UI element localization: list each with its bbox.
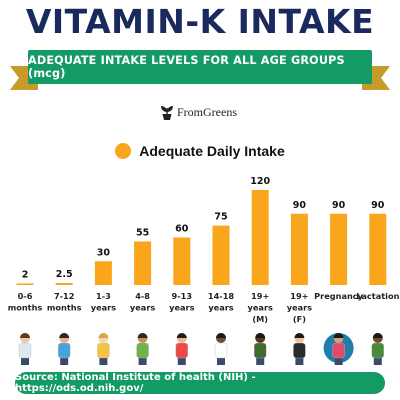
category-label: months: [47, 303, 82, 313]
data-label: 90: [371, 200, 385, 211]
bar: [330, 213, 348, 285]
category-label: Pregnancy: [314, 291, 363, 301]
brand-logo: FromGreens: [160, 104, 237, 120]
category-label: years: [169, 303, 194, 313]
data-label: 120: [250, 176, 270, 187]
age-group-icons: [18, 333, 384, 365]
source-text: Source: National Institute of health (NI…: [15, 372, 256, 394]
bar: [134, 241, 152, 285]
plant-pot-icon: [161, 106, 173, 120]
category-label: (F): [293, 314, 306, 324]
category-label: 1-3: [96, 291, 111, 301]
chart-legend: Adequate Daily Intake: [0, 143, 400, 159]
bar: [16, 283, 34, 285]
toddler-icon: [97, 333, 110, 365]
adult-man-icon: [253, 333, 267, 365]
category-label: 4-8: [135, 291, 150, 301]
data-label: 2: [22, 269, 29, 280]
bar: [290, 213, 308, 285]
bar: [212, 225, 230, 285]
subtitle-ribbon: ADEQUATE INTAKE LEVELS FOR ALL AGE GROUP…: [28, 50, 372, 84]
bar: [369, 213, 387, 285]
category-label: 7-12: [54, 291, 75, 301]
bar: [173, 237, 191, 285]
child-girl-icon: [175, 333, 189, 365]
category-label: 9-13: [172, 291, 193, 301]
data-label: 60: [175, 224, 189, 235]
mother-with-baby-icon: [371, 333, 384, 365]
category-label: years: [208, 303, 233, 313]
mother-with-newborn-icon: [18, 333, 32, 365]
category-label: years: [91, 303, 116, 313]
source-footer: Source: National Institute of health (NI…: [15, 372, 385, 394]
category-label: 19+: [290, 291, 308, 301]
adult-woman-icon: [293, 333, 306, 365]
brand-name: FromGreens: [177, 104, 237, 119]
category-label: 19+: [251, 291, 269, 301]
bar: [55, 283, 73, 285]
category-label: (M): [252, 314, 268, 324]
bar-chart: 2 0-6 months 2.5 7-12 months 30 1-3 years 55 4-8 ye…: [8, 176, 400, 324]
bar: [251, 190, 269, 285]
pregnant-woman-icon: [323, 333, 354, 365]
data-label: 75: [214, 212, 227, 223]
data-label: 2.5: [56, 269, 73, 280]
teen-girl-icon: [214, 333, 228, 365]
data-label: 30: [97, 247, 111, 258]
data-label: 55: [136, 227, 149, 238]
category-label: 0-6: [18, 291, 33, 301]
data-label: 90: [332, 200, 346, 211]
data-label: 90: [293, 200, 307, 211]
legend-swatch: [115, 143, 132, 159]
category-label: years: [287, 303, 312, 313]
category-label: years: [248, 303, 273, 313]
mother-holding-baby-icon: [58, 333, 71, 365]
category-label: Lactation: [356, 291, 399, 301]
category-label: 14-18: [208, 291, 234, 301]
page-title: VITAMIN-K INTAKE: [25, 2, 375, 41]
child-boy-icon: [136, 333, 149, 365]
category-label: years: [130, 303, 155, 313]
category-label: months: [8, 303, 43, 313]
subtitle-text: ADEQUATE INTAKE LEVELS FOR ALL AGE GROUP…: [28, 54, 345, 80]
legend-label: Adequate Daily Intake: [139, 143, 285, 159]
bar: [94, 261, 112, 285]
